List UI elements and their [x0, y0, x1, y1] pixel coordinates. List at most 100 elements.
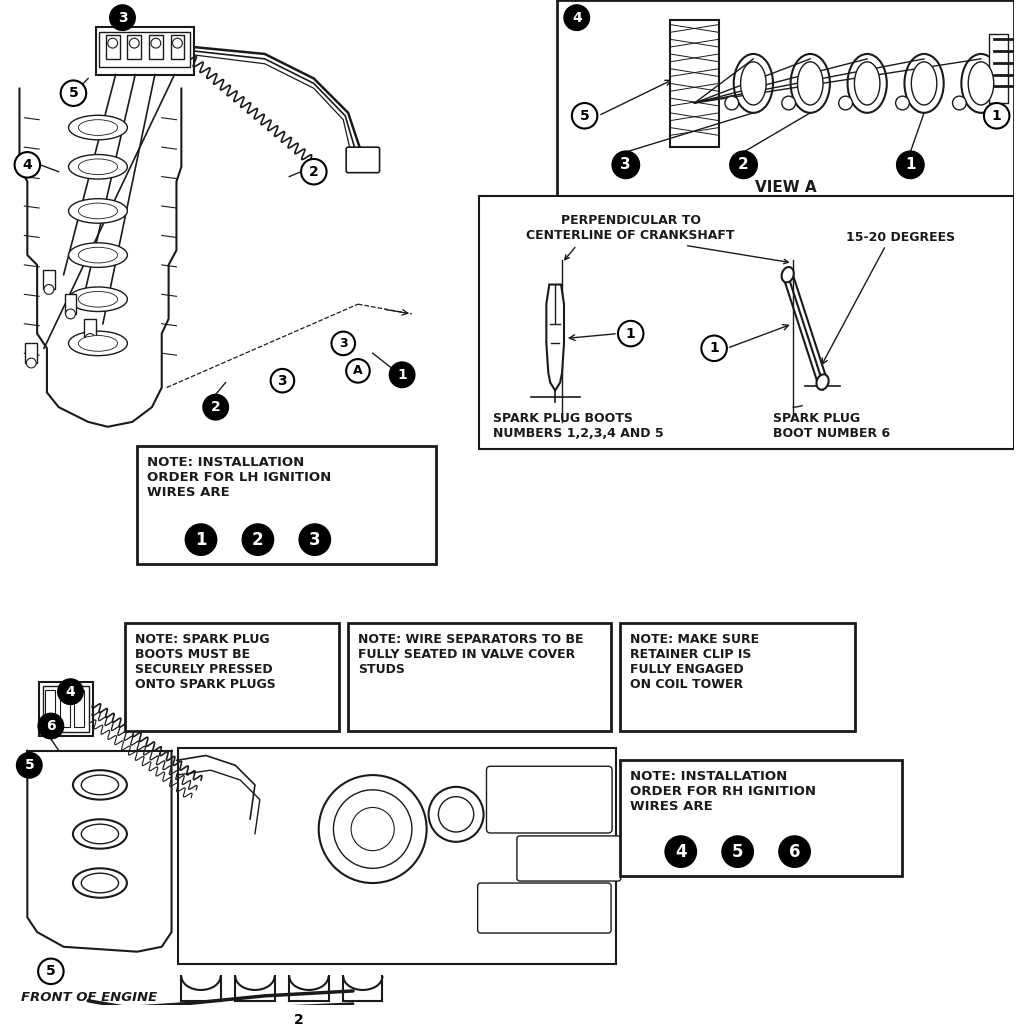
Circle shape — [243, 524, 273, 555]
FancyBboxPatch shape — [517, 836, 621, 881]
Circle shape — [301, 159, 327, 184]
Text: NOTE: MAKE SURE
RETAINER CLIP IS
FULLY ENGAGED
ON COIL TOWER: NOTE: MAKE SURE RETAINER CLIP IS FULLY E… — [630, 633, 759, 691]
Circle shape — [429, 786, 483, 842]
Ellipse shape — [854, 61, 880, 105]
Ellipse shape — [969, 61, 993, 105]
Circle shape — [332, 332, 355, 355]
Bar — [989, 35, 1009, 103]
Text: A: A — [353, 365, 362, 378]
Text: 2: 2 — [738, 158, 749, 172]
Polygon shape — [547, 285, 564, 390]
Bar — [26, 343, 37, 364]
Ellipse shape — [69, 155, 127, 179]
Circle shape — [438, 797, 474, 833]
Text: 5: 5 — [46, 965, 55, 978]
Circle shape — [781, 96, 796, 110]
Ellipse shape — [81, 873, 119, 893]
Circle shape — [270, 369, 294, 392]
Bar — [105, 35, 120, 58]
Circle shape — [185, 524, 217, 555]
Ellipse shape — [69, 331, 127, 355]
Circle shape — [564, 5, 590, 31]
Text: 1: 1 — [710, 341, 719, 355]
Text: 3: 3 — [621, 158, 631, 172]
Text: 6: 6 — [46, 719, 55, 733]
Text: SPARK PLUG BOOTS
NUMBERS 1,2,3,4 AND 5: SPARK PLUG BOOTS NUMBERS 1,2,3,4 AND 5 — [494, 412, 664, 439]
Text: 1: 1 — [905, 158, 915, 172]
Ellipse shape — [73, 819, 127, 849]
Circle shape — [60, 81, 86, 105]
Bar — [148, 35, 163, 58]
Bar — [620, 623, 855, 731]
Circle shape — [701, 336, 727, 361]
Bar — [43, 269, 55, 290]
Ellipse shape — [69, 116, 127, 140]
Circle shape — [722, 836, 754, 867]
Text: VIEW A: VIEW A — [755, 180, 816, 195]
Ellipse shape — [734, 54, 773, 113]
Circle shape — [38, 714, 63, 738]
Ellipse shape — [848, 54, 887, 113]
Bar — [84, 318, 96, 339]
Circle shape — [14, 153, 40, 177]
Bar — [99, 33, 190, 67]
Circle shape — [172, 38, 182, 48]
Bar — [43, 686, 89, 732]
Bar — [478, 197, 1015, 450]
Ellipse shape — [69, 287, 127, 311]
Ellipse shape — [81, 824, 119, 844]
Text: 2: 2 — [211, 400, 220, 414]
Circle shape — [44, 285, 54, 294]
Ellipse shape — [73, 770, 127, 800]
Circle shape — [612, 152, 640, 178]
Text: 3: 3 — [118, 10, 127, 25]
Circle shape — [897, 152, 924, 178]
Text: 3: 3 — [309, 530, 321, 549]
Bar — [127, 35, 141, 58]
Ellipse shape — [911, 61, 937, 105]
Text: NOTE: WIRE SEPARATORS TO BE
FULLY SEATED IN VALVE COVER
STUDS: NOTE: WIRE SEPARATORS TO BE FULLY SEATED… — [358, 633, 584, 676]
Circle shape — [334, 790, 412, 868]
Text: 1: 1 — [397, 368, 407, 382]
Circle shape — [725, 96, 738, 110]
Text: 5: 5 — [25, 759, 34, 772]
Text: 3: 3 — [278, 374, 287, 388]
Circle shape — [665, 836, 696, 867]
Text: NOTE: SPARK PLUG
BOOTS MUST BE
SECURELY PRESSED
ONTO SPARK PLUGS: NOTE: SPARK PLUG BOOTS MUST BE SECURELY … — [135, 633, 276, 691]
Circle shape — [952, 96, 967, 110]
Text: 4: 4 — [571, 10, 582, 25]
Ellipse shape — [69, 199, 127, 223]
Text: 2: 2 — [294, 1014, 304, 1024]
Text: 4: 4 — [23, 158, 32, 172]
Circle shape — [129, 38, 139, 48]
Ellipse shape — [791, 54, 829, 113]
Circle shape — [351, 808, 394, 851]
Ellipse shape — [81, 775, 119, 795]
Circle shape — [38, 958, 63, 984]
Circle shape — [85, 334, 95, 343]
Bar — [137, 446, 436, 564]
Ellipse shape — [79, 203, 118, 219]
Ellipse shape — [79, 336, 118, 351]
Text: 15-20 DEGREES: 15-20 DEGREES — [846, 230, 955, 244]
FancyBboxPatch shape — [346, 147, 380, 173]
Text: 3: 3 — [339, 337, 347, 350]
FancyBboxPatch shape — [178, 748, 616, 965]
Ellipse shape — [781, 267, 794, 283]
Text: 1: 1 — [196, 530, 207, 549]
Circle shape — [203, 394, 228, 420]
Ellipse shape — [69, 243, 127, 267]
Circle shape — [108, 38, 118, 48]
Bar — [171, 35, 184, 58]
Bar — [670, 19, 719, 147]
Bar — [65, 294, 77, 314]
Ellipse shape — [798, 61, 823, 105]
Ellipse shape — [962, 54, 1000, 113]
Text: 5: 5 — [732, 843, 743, 860]
Ellipse shape — [79, 159, 118, 175]
Circle shape — [57, 679, 83, 705]
Circle shape — [16, 753, 42, 778]
Text: FRONT OF ENGINE: FRONT OF ENGINE — [22, 991, 158, 1004]
FancyBboxPatch shape — [486, 766, 612, 833]
Text: 1: 1 — [626, 327, 636, 341]
